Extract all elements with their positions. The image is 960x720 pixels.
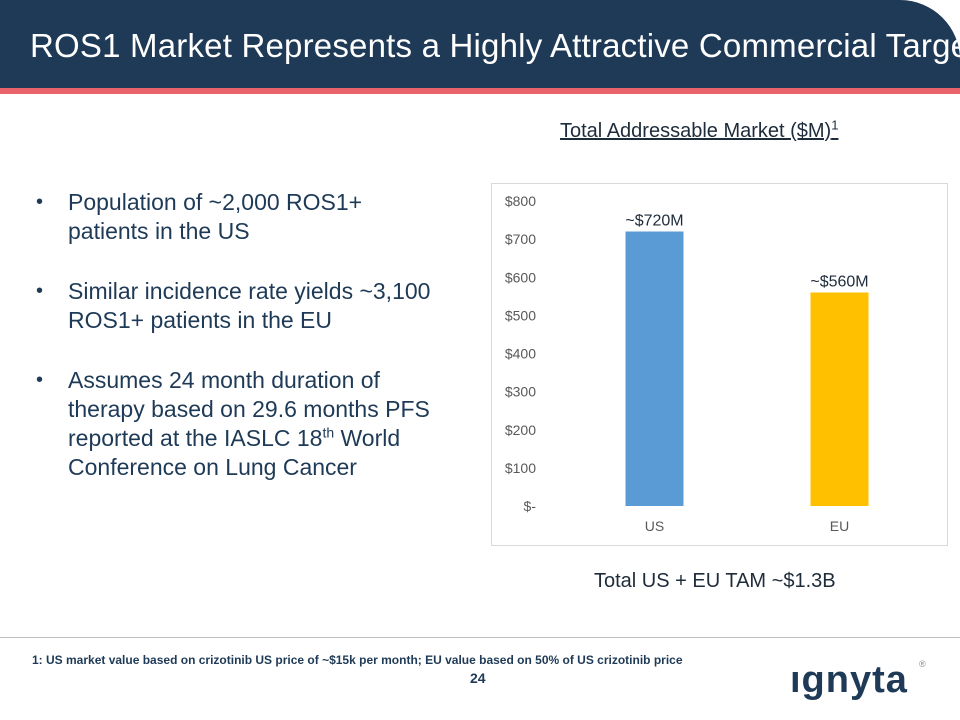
tam-total-text: Total US + EU TAM ~$1.3B [594, 570, 836, 592]
bullet-item: Similar incidence rate yields ~3,100 ROS… [36, 277, 436, 335]
y-tick-label: $200 [505, 422, 536, 438]
footer-divider [0, 637, 960, 638]
bullet-text: Similar incidence rate yields ~3,100 ROS… [68, 278, 431, 333]
bullet-item: Assumes 24 month duration of therapy bas… [36, 366, 436, 482]
bullet-item: Population of ~2,000 ROS1+ patients in t… [36, 188, 436, 246]
y-tick-label: $800 [505, 193, 536, 209]
page-number: 24 [470, 670, 486, 686]
y-tick-label: $400 [505, 346, 536, 362]
y-tick-label: $100 [505, 460, 536, 476]
chart-title: Total Addressable Market ($M)1 [560, 117, 839, 143]
company-logo: ıgnyta [790, 659, 908, 701]
x-tick-label: US [645, 518, 664, 534]
data-label: ~$560M [810, 274, 868, 291]
chart-container: $- $100 $200 $300 $400 $500 $600 $700 $800 ~$720M… [491, 183, 948, 546]
chart-title-text: Total Addressable Market ($M) [560, 120, 832, 142]
y-tick-label: $- [524, 498, 537, 514]
bullet-list: Population of ~2,000 ROS1+ patients in t… [36, 188, 436, 513]
x-tick-label: EU [830, 518, 849, 534]
y-tick-label: $700 [505, 231, 536, 247]
header-bar [0, 0, 960, 88]
bar-eu [810, 292, 869, 506]
y-tick-label: $500 [505, 307, 536, 323]
bullet-text: Assumes 24 month duration of therapy bas… [68, 367, 430, 451]
chart-title-footnote-ref: 1 [831, 117, 839, 133]
bar-us [625, 231, 684, 506]
bar-chart: $- $100 $200 $300 $400 $500 $600 $700 $800 ~$720M… [505, 193, 869, 534]
registered-mark: ® [919, 659, 926, 669]
bullet-text-continued: World Conference on Lung Cancer [68, 425, 401, 480]
slide-title: ROS1 Market Represents a Highly Attracti… [30, 27, 960, 64]
data-label: ~$720M [625, 213, 683, 230]
footnote: 1: US market value based on crizotinib U… [32, 653, 683, 667]
header-stripe [0, 88, 960, 94]
bullet-text: Population of ~2,000 ROS1+ patients in t… [68, 189, 363, 244]
y-tick-label: $600 [505, 269, 536, 285]
y-tick-label: $300 [505, 384, 536, 400]
bullet-superscript: th [322, 424, 335, 441]
